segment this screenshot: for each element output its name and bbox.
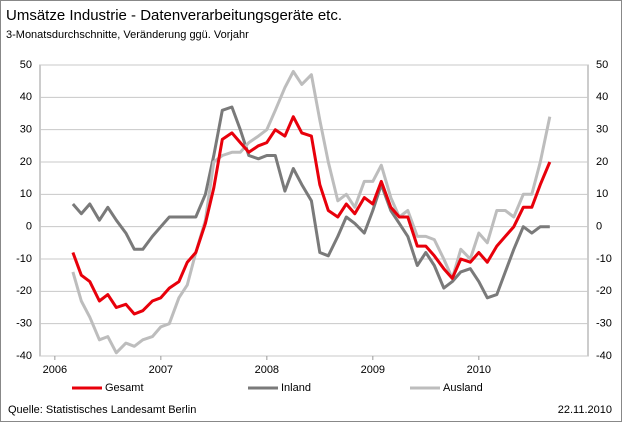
legend-label: Inland bbox=[281, 382, 311, 394]
y-tick-label: 0 bbox=[26, 221, 32, 233]
y-tick-label: -10 bbox=[16, 253, 32, 265]
date: 22.11.2010 bbox=[558, 404, 612, 416]
legend-label: Ausland bbox=[443, 382, 483, 394]
series-line bbox=[71, 70, 552, 355]
y2-tick-label: -10 bbox=[596, 253, 612, 265]
y2-tick-label: 50 bbox=[596, 59, 608, 71]
legend-label: Gesamt bbox=[105, 382, 144, 394]
x-tick-label: 2007 bbox=[149, 364, 173, 376]
chart-title: Umsätze Industrie - Datenverarbeitungsge… bbox=[6, 7, 342, 24]
series-line bbox=[71, 115, 552, 316]
series-line bbox=[71, 105, 550, 300]
y-tick-label: -40 bbox=[16, 350, 32, 362]
y2-tick-label: -30 bbox=[596, 318, 612, 330]
x-tick-label: 2010 bbox=[467, 364, 491, 376]
y-tick-label: -30 bbox=[16, 318, 32, 330]
y-tick-label: 30 bbox=[20, 124, 32, 136]
x-tick-label: 2006 bbox=[43, 364, 67, 376]
y-tick-label: 40 bbox=[20, 91, 32, 103]
y2-tick-label: -40 bbox=[596, 350, 612, 362]
y-tick-label: -20 bbox=[16, 285, 32, 297]
source: Quelle: Statistisches Landesamt Berlin bbox=[8, 404, 196, 416]
y2-tick-label: 0 bbox=[596, 221, 602, 233]
y-tick-label: 10 bbox=[20, 188, 32, 200]
chart-subtitle: 3-Monatsdurchschnitte, Veränderung ggü. … bbox=[6, 29, 249, 41]
y2-tick-label: 10 bbox=[596, 188, 608, 200]
y2-tick-label: 20 bbox=[596, 156, 608, 168]
x-tick-label: 2008 bbox=[255, 364, 279, 376]
x-tick-label: 2009 bbox=[361, 364, 385, 376]
y2-tick-label: -20 bbox=[596, 285, 612, 297]
y2-tick-label: 30 bbox=[596, 124, 608, 136]
y2-tick-label: 40 bbox=[596, 91, 608, 103]
y-tick-label: 50 bbox=[20, 59, 32, 71]
y-tick-label: 20 bbox=[20, 156, 32, 168]
